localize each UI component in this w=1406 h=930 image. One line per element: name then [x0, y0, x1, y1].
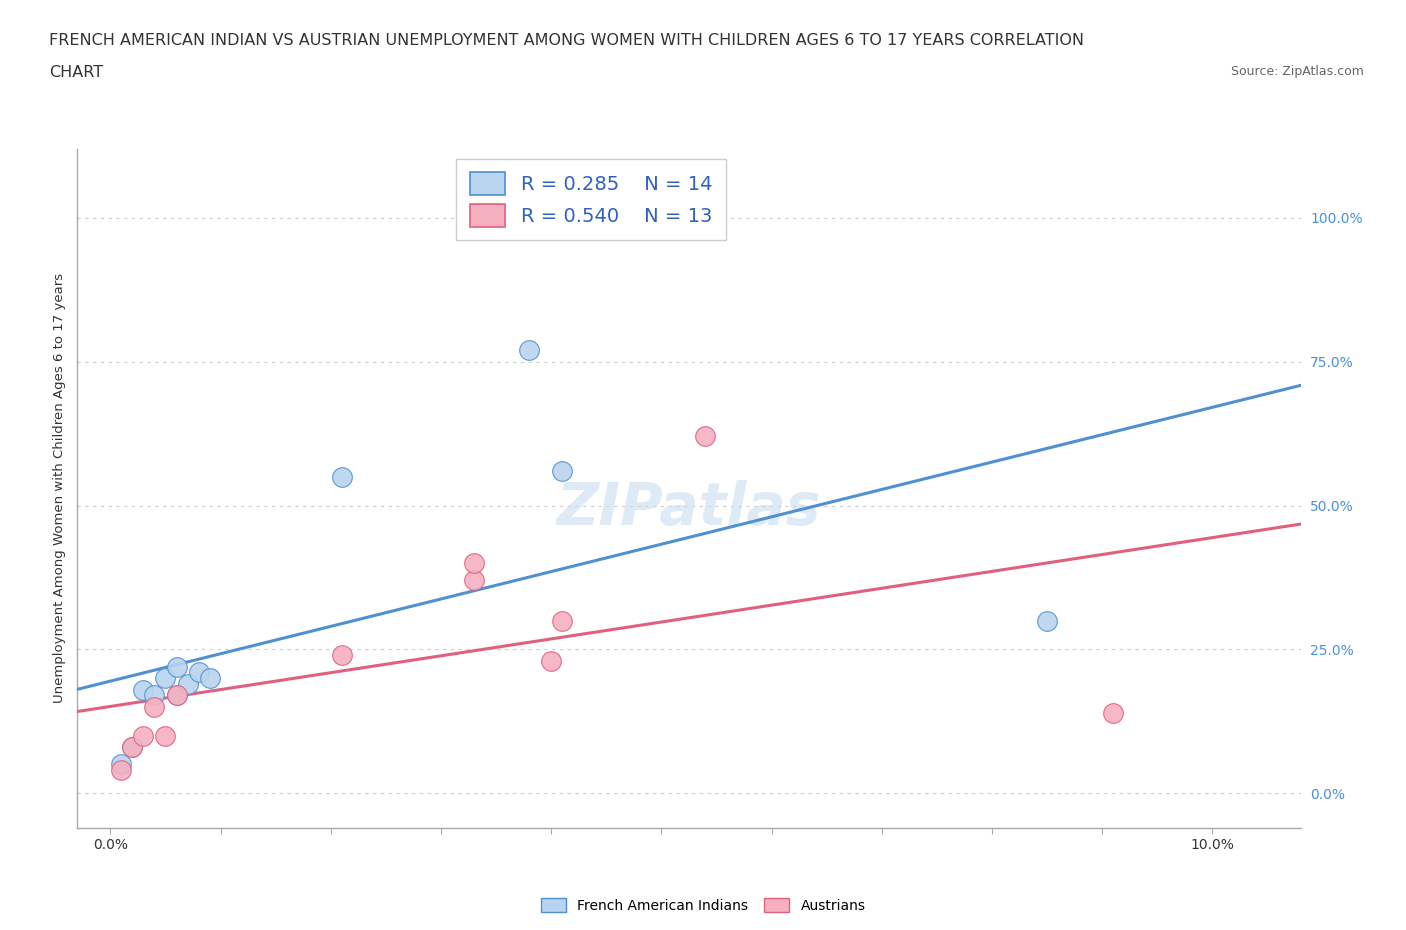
Point [1036, 613, 1059, 628]
Point [166, 688, 188, 703]
Point [166, 688, 188, 703]
Point [463, 573, 485, 588]
Point [132, 683, 155, 698]
Point [143, 688, 166, 703]
Text: Source: ZipAtlas.com: Source: ZipAtlas.com [1230, 65, 1364, 78]
Point [121, 739, 143, 754]
Point [155, 671, 177, 685]
Point [695, 429, 717, 444]
Point [155, 728, 177, 743]
Point [110, 757, 132, 772]
Point [330, 470, 353, 485]
Point [517, 343, 540, 358]
Point [143, 699, 166, 714]
Point [121, 739, 143, 754]
Legend: R = 0.285    N = 14, R = 0.540    N = 13: R = 0.285 N = 14, R = 0.540 N = 13 [457, 158, 725, 240]
Point [463, 555, 485, 570]
Point [551, 463, 574, 478]
Legend: French American Indians, Austrians: French American Indians, Austrians [536, 893, 870, 919]
Point [176, 676, 198, 691]
Point [330, 647, 353, 662]
Point [166, 659, 188, 674]
Text: CHART: CHART [49, 65, 103, 80]
Point [540, 654, 562, 669]
Point [1102, 705, 1125, 720]
Point [187, 665, 209, 680]
Text: FRENCH AMERICAN INDIAN VS AUSTRIAN UNEMPLOYMENT AMONG WOMEN WITH CHILDREN AGES 6: FRENCH AMERICAN INDIAN VS AUSTRIAN UNEMP… [49, 33, 1084, 47]
Text: ZIPatlas: ZIPatlas [557, 480, 821, 538]
Point [110, 763, 132, 777]
Point [132, 728, 155, 743]
Point [551, 613, 574, 628]
Point [198, 671, 221, 685]
Y-axis label: Unemployment Among Women with Children Ages 6 to 17 years: Unemployment Among Women with Children A… [53, 273, 66, 703]
